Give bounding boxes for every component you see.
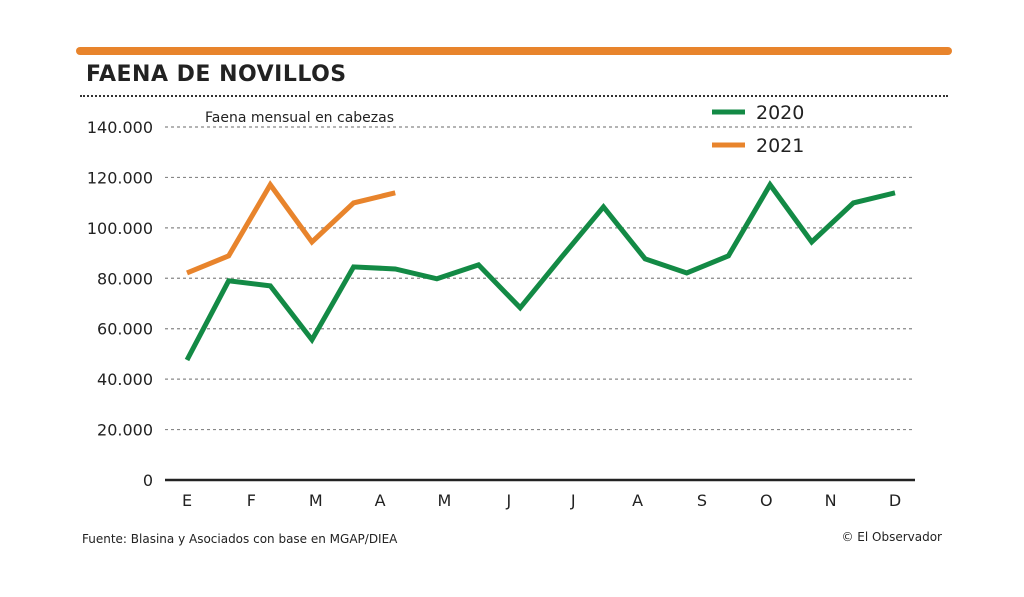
series-line-2021 (186, 180, 396, 276)
y-tick-label: 80.000 (97, 269, 153, 288)
legend-label: 2020 (756, 102, 804, 124)
top-accent-bar (76, 47, 952, 55)
x-tick-label: O (760, 491, 773, 510)
credit: © El Observador (841, 530, 942, 544)
x-tick-label: E (182, 491, 192, 510)
y-tick-label: 0 (143, 471, 153, 490)
source-note: Fuente: Blasina y Asociados con base en … (82, 532, 398, 546)
x-tick-label: F (247, 491, 256, 510)
chart-title: FAENA DE NOVILLOS (86, 62, 347, 87)
y-tick-label: 40.000 (97, 370, 153, 389)
x-tick-label: M (438, 491, 452, 510)
legend-label: 2021 (756, 135, 804, 157)
y-tick-label: 140.000 (87, 118, 153, 137)
y-tick-label: 60.000 (97, 320, 153, 339)
x-tick-label: S (697, 491, 707, 510)
x-tick-label: A (632, 491, 643, 510)
y-tick-label: 20.000 (97, 421, 153, 440)
x-tick-label: N (825, 491, 837, 510)
title-divider (80, 95, 948, 97)
x-tick-label: J (505, 491, 511, 510)
y-tick-label: 120.000 (87, 168, 153, 187)
x-tick-label: J (570, 491, 576, 510)
x-tick-label: A (375, 491, 386, 510)
y-tick-label: 100.000 (87, 219, 153, 238)
x-tick-label: D (889, 491, 901, 510)
x-tick-label: M (309, 491, 323, 510)
series-line-2020 (184, 180, 896, 362)
chart-subtitle: Faena mensual en cabezas (205, 110, 394, 126)
